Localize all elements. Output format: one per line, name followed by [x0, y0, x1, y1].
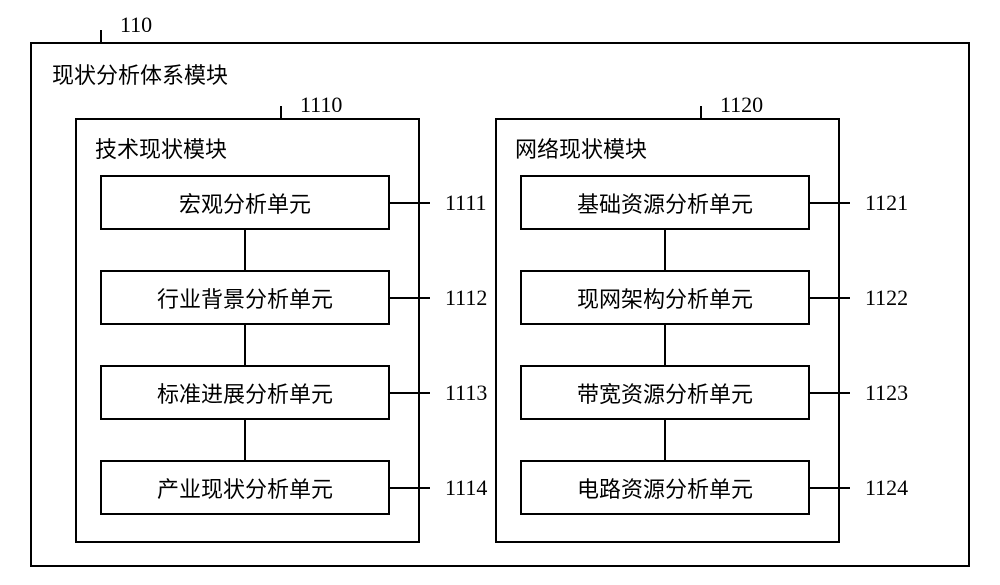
tech-unit-4-ref: 1114: [445, 475, 487, 501]
tech-title: 技术现状模块: [95, 132, 227, 164]
outer-title: 现状分析体系模块: [52, 58, 228, 90]
tech-ref-tick: [280, 106, 282, 118]
unit-label: 宏观分析单元: [179, 187, 311, 219]
unit-label: 行业背景分析单元: [157, 282, 333, 314]
net-unit-1: 基础资源分析单元: [520, 175, 810, 230]
tech-unit-4: 产业现状分析单元: [100, 460, 390, 515]
net-unit-3-ref: 1123: [865, 380, 908, 406]
outer-ref: 110: [120, 12, 152, 38]
tech-unit-3: 标准进展分析单元: [100, 365, 390, 420]
tech-unit-2: 行业背景分析单元: [100, 270, 390, 325]
net-lead-1: [810, 202, 850, 204]
net-unit-4: 电路资源分析单元: [520, 460, 810, 515]
tech-conn-2-3: [244, 325, 246, 365]
net-conn-3-4: [664, 420, 666, 460]
net-ref-tick: [700, 106, 702, 118]
tech-unit-3-ref: 1113: [445, 380, 487, 406]
tech-lead-1: [390, 202, 430, 204]
unit-label: 产业现状分析单元: [157, 472, 333, 504]
net-conn-2-3: [664, 325, 666, 365]
tech-lead-2: [390, 297, 430, 299]
unit-label: 标准进展分析单元: [157, 377, 333, 409]
net-unit-1-ref: 1121: [865, 190, 908, 216]
tech-ref: 1110: [300, 92, 342, 118]
diagram-canvas: 110 现状分析体系模块 1110 技术现状模块 宏观分析单元 1111 行业背…: [0, 0, 1000, 585]
net-unit-2: 现网架构分析单元: [520, 270, 810, 325]
unit-label: 现网架构分析单元: [577, 282, 753, 314]
tech-unit-1: 宏观分析单元: [100, 175, 390, 230]
unit-label: 带宽资源分析单元: [577, 377, 753, 409]
net-title: 网络现状模块: [515, 132, 647, 164]
tech-lead-3: [390, 392, 430, 394]
tech-unit-2-ref: 1112: [445, 285, 487, 311]
net-ref: 1120: [720, 92, 763, 118]
outer-ref-tick: [100, 30, 102, 42]
net-lead-2: [810, 297, 850, 299]
net-lead-3: [810, 392, 850, 394]
unit-label: 基础资源分析单元: [577, 187, 753, 219]
tech-conn-3-4: [244, 420, 246, 460]
unit-label: 电路资源分析单元: [577, 472, 753, 504]
tech-unit-1-ref: 1111: [445, 190, 487, 216]
tech-conn-1-2: [244, 230, 246, 270]
net-conn-1-2: [664, 230, 666, 270]
net-unit-3: 带宽资源分析单元: [520, 365, 810, 420]
net-lead-4: [810, 487, 850, 489]
net-unit-2-ref: 1122: [865, 285, 908, 311]
tech-lead-4: [390, 487, 430, 489]
net-unit-4-ref: 1124: [865, 475, 908, 501]
